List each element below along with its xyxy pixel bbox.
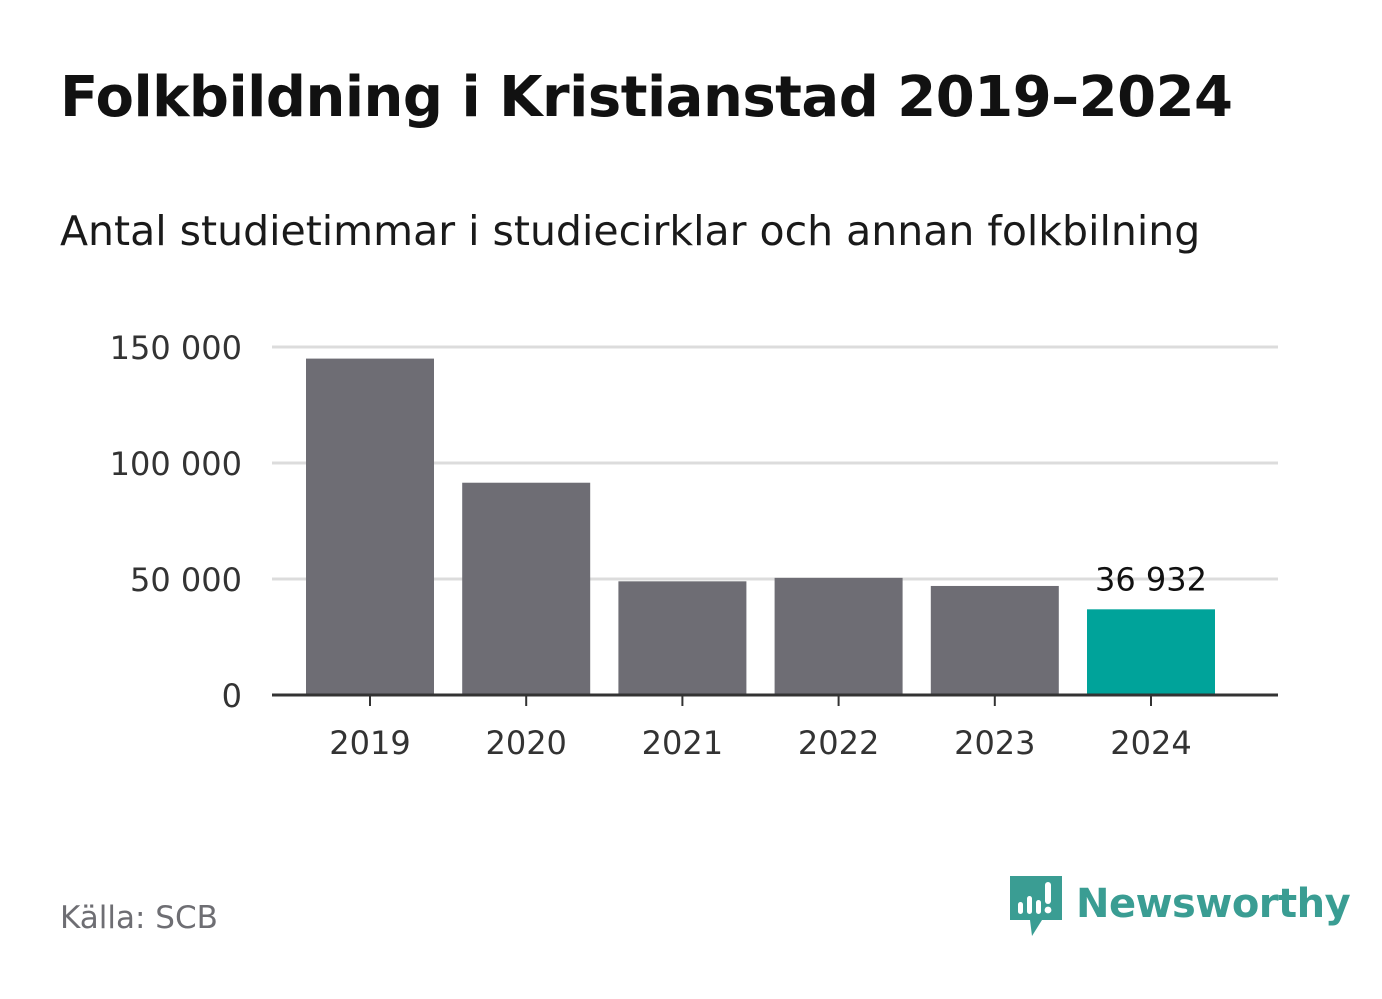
x-tick-label: 2021 (642, 724, 723, 762)
bar-2024 (1087, 609, 1215, 695)
bar-2020 (462, 482, 591, 695)
x-tick-label: 2024 (1110, 724, 1191, 762)
newsworthy-logo-icon (1010, 876, 1062, 936)
labels: 0 50 000 100 000 150 000 2019 2020 2021 2022 202… (110, 329, 1207, 762)
source-note: Källa: SCB (60, 900, 218, 936)
chart-title: Folkbildning i Kristianstad 2019–2024 (60, 65, 1233, 130)
brand-name: Newsworthy (1076, 881, 1351, 927)
x-tick-label: 2022 (798, 724, 879, 762)
y-tick-label: 100 000 (110, 445, 242, 483)
axes (272, 693, 1278, 706)
bar-2022 (774, 577, 903, 695)
x-tick-label: 2020 (485, 724, 566, 762)
y-tick-label: 150 000 (110, 329, 242, 367)
bar-2019 (306, 358, 434, 695)
x-tick-label: 2023 (954, 724, 1035, 762)
bar-2021 (618, 581, 747, 695)
bars (306, 358, 1215, 695)
brand: Newsworthy (1010, 876, 1351, 942)
chart-subtitle: Antal studietimmar i studiecirklar och a… (60, 207, 1201, 255)
x-tick-label: 2019 (329, 724, 410, 762)
bar-2023 (930, 585, 1059, 695)
data-label: 36 932 (1095, 560, 1207, 598)
y-tick-label: 0 (222, 677, 242, 715)
y-tick-label: 50 000 (130, 561, 242, 599)
